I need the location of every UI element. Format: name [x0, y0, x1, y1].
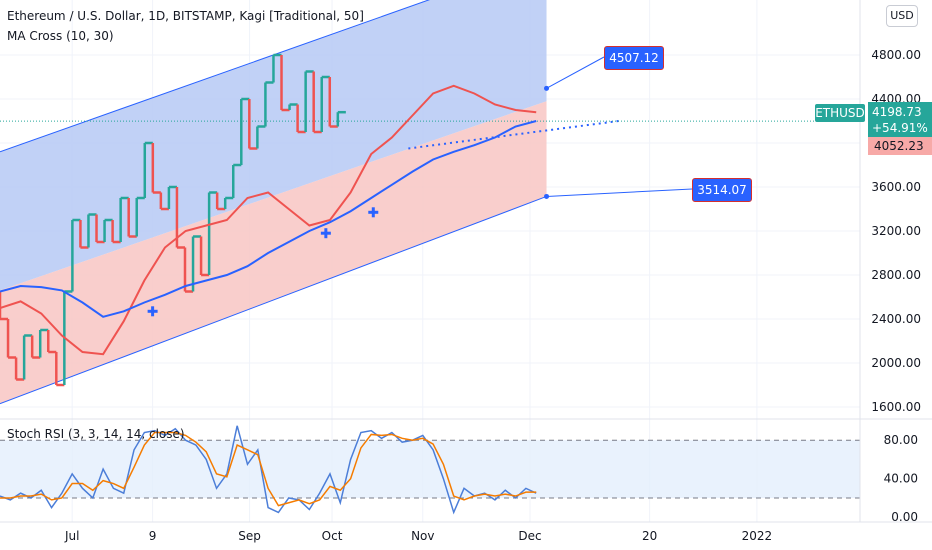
rsi-y-tick-label: 0.00: [891, 510, 918, 524]
last-price-value: 4198.73: [872, 105, 922, 119]
ma-slow-line: [0, 120, 537, 318]
x-tick-label: 2022: [742, 529, 773, 543]
rsi-d-line: [0, 431, 537, 507]
x-tick-label: 9: [149, 529, 157, 543]
channel-upper-callout[interactable]: 4507.12: [604, 46, 664, 70]
price-change-value: +54.91%: [872, 121, 928, 135]
x-tick-label: Jul: [64, 529, 79, 543]
channel-lower-callout[interactable]: 3514.07: [692, 178, 752, 202]
y-tick-label: 4800.00: [871, 48, 921, 62]
rsi-band: [0, 440, 860, 498]
y-tick-label: 1600.00: [871, 400, 921, 414]
last-price-tag: 4198.73 +54.91%: [868, 102, 932, 138]
lower-callout-anchor: [544, 193, 550, 199]
y-tick-label: 2400.00: [871, 312, 921, 326]
x-tick-label: Dec: [518, 529, 541, 543]
x-tick-label: Oct: [322, 529, 343, 543]
lower-callout-pointer: [546, 188, 693, 197]
y-tick-label: 3600.00: [871, 180, 921, 194]
rsi-k-line: [0, 425, 537, 515]
channel-lower-zone: [0, 101, 547, 404]
y-tick-label: 2000.00: [871, 356, 921, 370]
indicator-label[interactable]: MA Cross (10, 30): [7, 29, 114, 43]
upper-callout-pointer: [546, 56, 605, 89]
rsi-y-tick-label: 80.00: [884, 433, 918, 447]
chart-title: Ethereum / U.S. Dollar, 1D, BITSTAMP, Ka…: [7, 9, 364, 23]
currency-button[interactable]: USD: [886, 5, 918, 27]
x-tick-label: Nov: [411, 529, 434, 543]
channel-lower-line: [0, 195, 547, 405]
ma-fast-line: [0, 84, 537, 356]
x-tick-label: 20: [642, 529, 657, 543]
y-tick-label: 2800.00: [871, 268, 921, 282]
y-tick-label: 3200.00: [871, 224, 921, 238]
symbol-tag: ETHUSD: [815, 104, 865, 122]
x-tick-label: Sep: [238, 529, 261, 543]
secondary-price-tag: 4052.23: [868, 137, 932, 155]
rsi-y-tick-label: 40.00: [884, 472, 918, 486]
rsi-title[interactable]: Stoch RSI (3, 3, 14, 14, close): [7, 427, 185, 441]
upper-callout-anchor: [544, 85, 550, 91]
